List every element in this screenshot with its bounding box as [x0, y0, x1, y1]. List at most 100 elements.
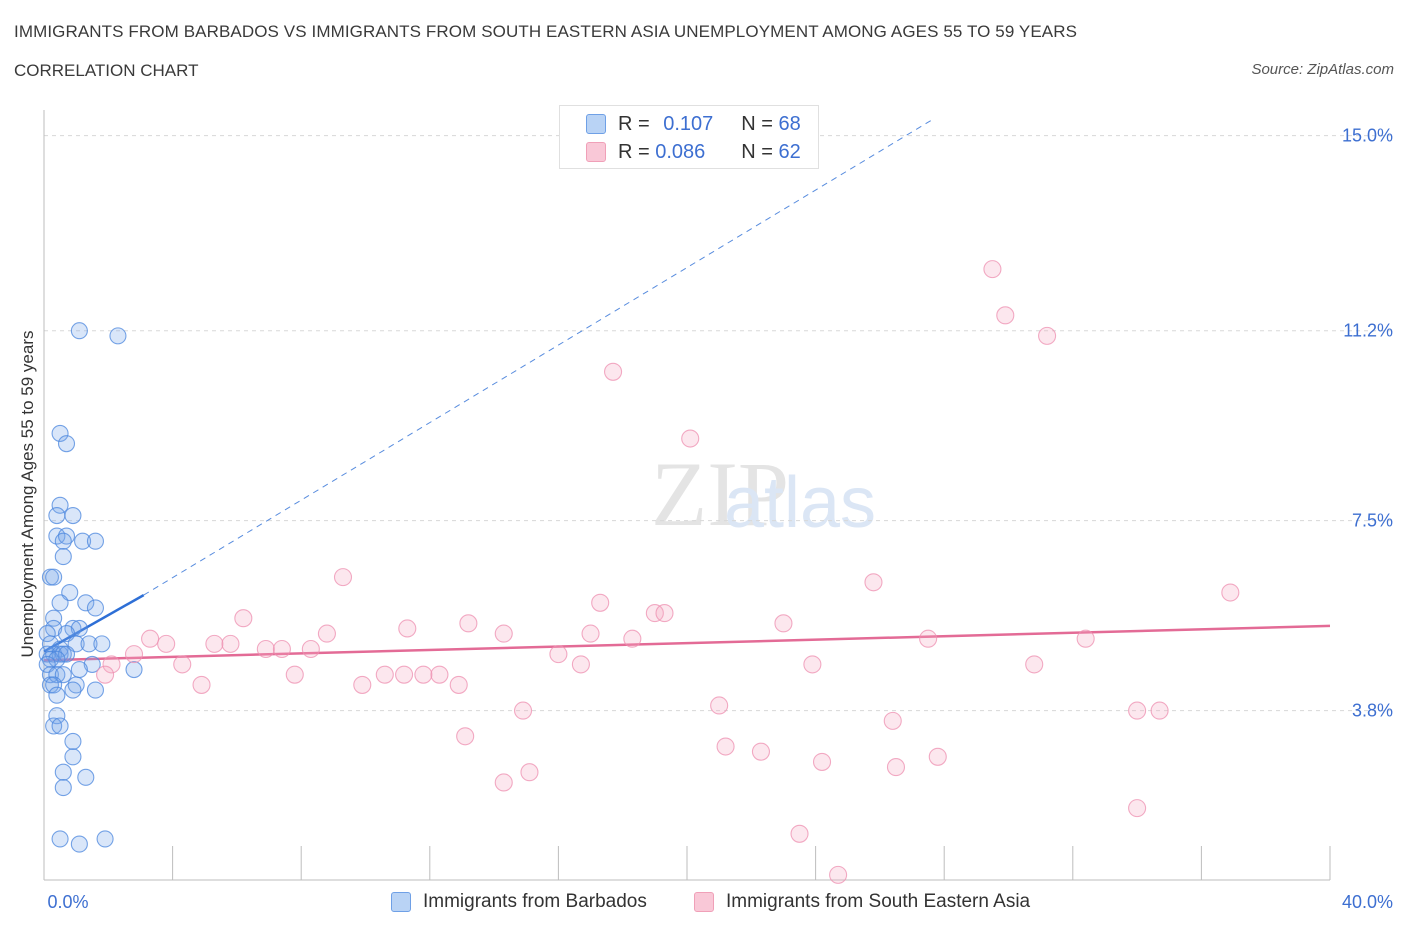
- se-asia-point: [803, 655, 822, 674]
- se-asia-point: [1221, 583, 1240, 602]
- barbados-point: [41, 650, 59, 668]
- barbados-point: [48, 666, 66, 684]
- se-asia-point: [414, 665, 433, 684]
- se-asia-point: [375, 665, 394, 684]
- se-asia-point: [398, 619, 417, 638]
- se-asia-point: [395, 665, 414, 684]
- se-asia-point: [449, 675, 468, 694]
- se-asia-point: [513, 701, 533, 720]
- barbados-point: [64, 681, 82, 699]
- barbados-point: [74, 532, 92, 550]
- se-asia-point: [494, 773, 513, 792]
- se-asia-point: [96, 665, 115, 684]
- x-tick-label: 40.0%: [1342, 892, 1393, 912]
- barbados-point: [51, 496, 69, 514]
- barbados-point: [38, 625, 56, 643]
- se-asia-point: [591, 593, 610, 612]
- legend-n-value: 68: [778, 112, 801, 135]
- legend-swatch-pink: [586, 142, 606, 162]
- legend-r-label: R =: [618, 140, 650, 163]
- watermark-atlas: atlas: [724, 463, 876, 543]
- se-asia-point: [1128, 701, 1147, 720]
- bottom-legend-swatch-pink: [694, 892, 714, 912]
- se-asia-point: [864, 573, 883, 592]
- barbados-point: [54, 763, 72, 781]
- y-tick-label: 3.8%: [1352, 701, 1393, 721]
- se-asia-point: [456, 727, 475, 746]
- se-asia-point: [774, 614, 793, 633]
- se-asia-point: [234, 609, 253, 628]
- barbados-point: [77, 768, 95, 786]
- se-asia-point: [192, 675, 211, 694]
- se-asia-point: [886, 758, 906, 777]
- se-asia-point: [494, 624, 513, 643]
- legend-row-se-asia: R = 0.086 N = 62: [586, 140, 801, 164]
- se-asia-point: [102, 655, 121, 674]
- barbados-point: [83, 655, 101, 673]
- barbados-point: [51, 594, 69, 612]
- se-asia-point: [256, 639, 275, 659]
- barbados-point: [48, 650, 66, 668]
- se-asia-point: [716, 737, 735, 756]
- se-asia-point: [681, 429, 700, 448]
- barbados-point: [45, 676, 63, 694]
- se-asia-point: [205, 634, 224, 653]
- se-asia-point: [1128, 799, 1147, 818]
- legend-r-value: 0.107: [663, 112, 714, 135]
- y-tick-label: 15.0%: [1342, 126, 1393, 146]
- barbados-point: [70, 322, 88, 340]
- barbados-point: [57, 435, 76, 453]
- se-asia-point: [829, 865, 848, 884]
- barbados-point: [54, 779, 72, 797]
- legend-n-value: 62: [778, 140, 801, 163]
- barbados-point: [109, 327, 127, 345]
- barbados-trend-line: [43, 594, 145, 653]
- legend-r-value: 0.086: [655, 140, 706, 163]
- se-asia-point: [124, 645, 144, 664]
- se-asia-point: [790, 824, 809, 843]
- bottom-legend-barbados: Immigrants from Barbados: [391, 889, 647, 915]
- bottom-legend-swatch-blue: [391, 892, 411, 912]
- barbados-point: [77, 594, 95, 612]
- se-asia-trend-line: [43, 624, 1331, 662]
- se-asia-point: [623, 629, 642, 648]
- barbados-point: [86, 681, 104, 699]
- barbados-point: [64, 732, 82, 750]
- chart-subtitle: CORRELATION CHART: [14, 61, 199, 80]
- barbados-point: [54, 548, 72, 566]
- se-asia-point: [272, 639, 291, 659]
- barbados-point: [45, 645, 63, 663]
- se-asia-point: [353, 675, 372, 694]
- bottom-legend-label: Immigrants from Barbados: [423, 891, 647, 912]
- se-asia-point: [333, 568, 353, 587]
- barbados-point: [70, 835, 88, 853]
- barbados-point: [86, 532, 104, 550]
- barbados-point: [45, 609, 63, 627]
- barbados-point: [45, 568, 63, 586]
- barbados-point: [80, 635, 98, 653]
- se-asia-point: [751, 742, 770, 761]
- barbados-point: [57, 645, 76, 663]
- se-asia-point: [581, 624, 600, 643]
- se-asia-point: [604, 362, 623, 381]
- legend-n-label: N =: [741, 112, 773, 135]
- barbados-point: [70, 660, 88, 679]
- barbados-point: [54, 532, 72, 550]
- legend-row-barbados: R = 0.107 N = 68: [586, 112, 801, 136]
- se-asia-point: [301, 639, 320, 659]
- barbados-point: [51, 424, 69, 442]
- y-tick-label: 11.2%: [1343, 321, 1393, 341]
- se-asia-point: [157, 634, 176, 653]
- source-label: Source: ZipAtlas.com: [1251, 61, 1394, 78]
- se-asia-point: [141, 629, 160, 648]
- x-tick-label: 0.0%: [47, 892, 88, 912]
- barbados-point: [41, 666, 59, 684]
- se-asia-point: [285, 665, 304, 684]
- stats-legend: R = 0.107 N = 68 R = 0.086 N = 62: [559, 105, 819, 169]
- barbados-point: [51, 717, 69, 735]
- se-asia-point: [459, 614, 478, 633]
- se-asia-point: [173, 655, 192, 674]
- watermark-zip: ZIP: [651, 443, 789, 545]
- se-asia-point: [1150, 701, 1169, 720]
